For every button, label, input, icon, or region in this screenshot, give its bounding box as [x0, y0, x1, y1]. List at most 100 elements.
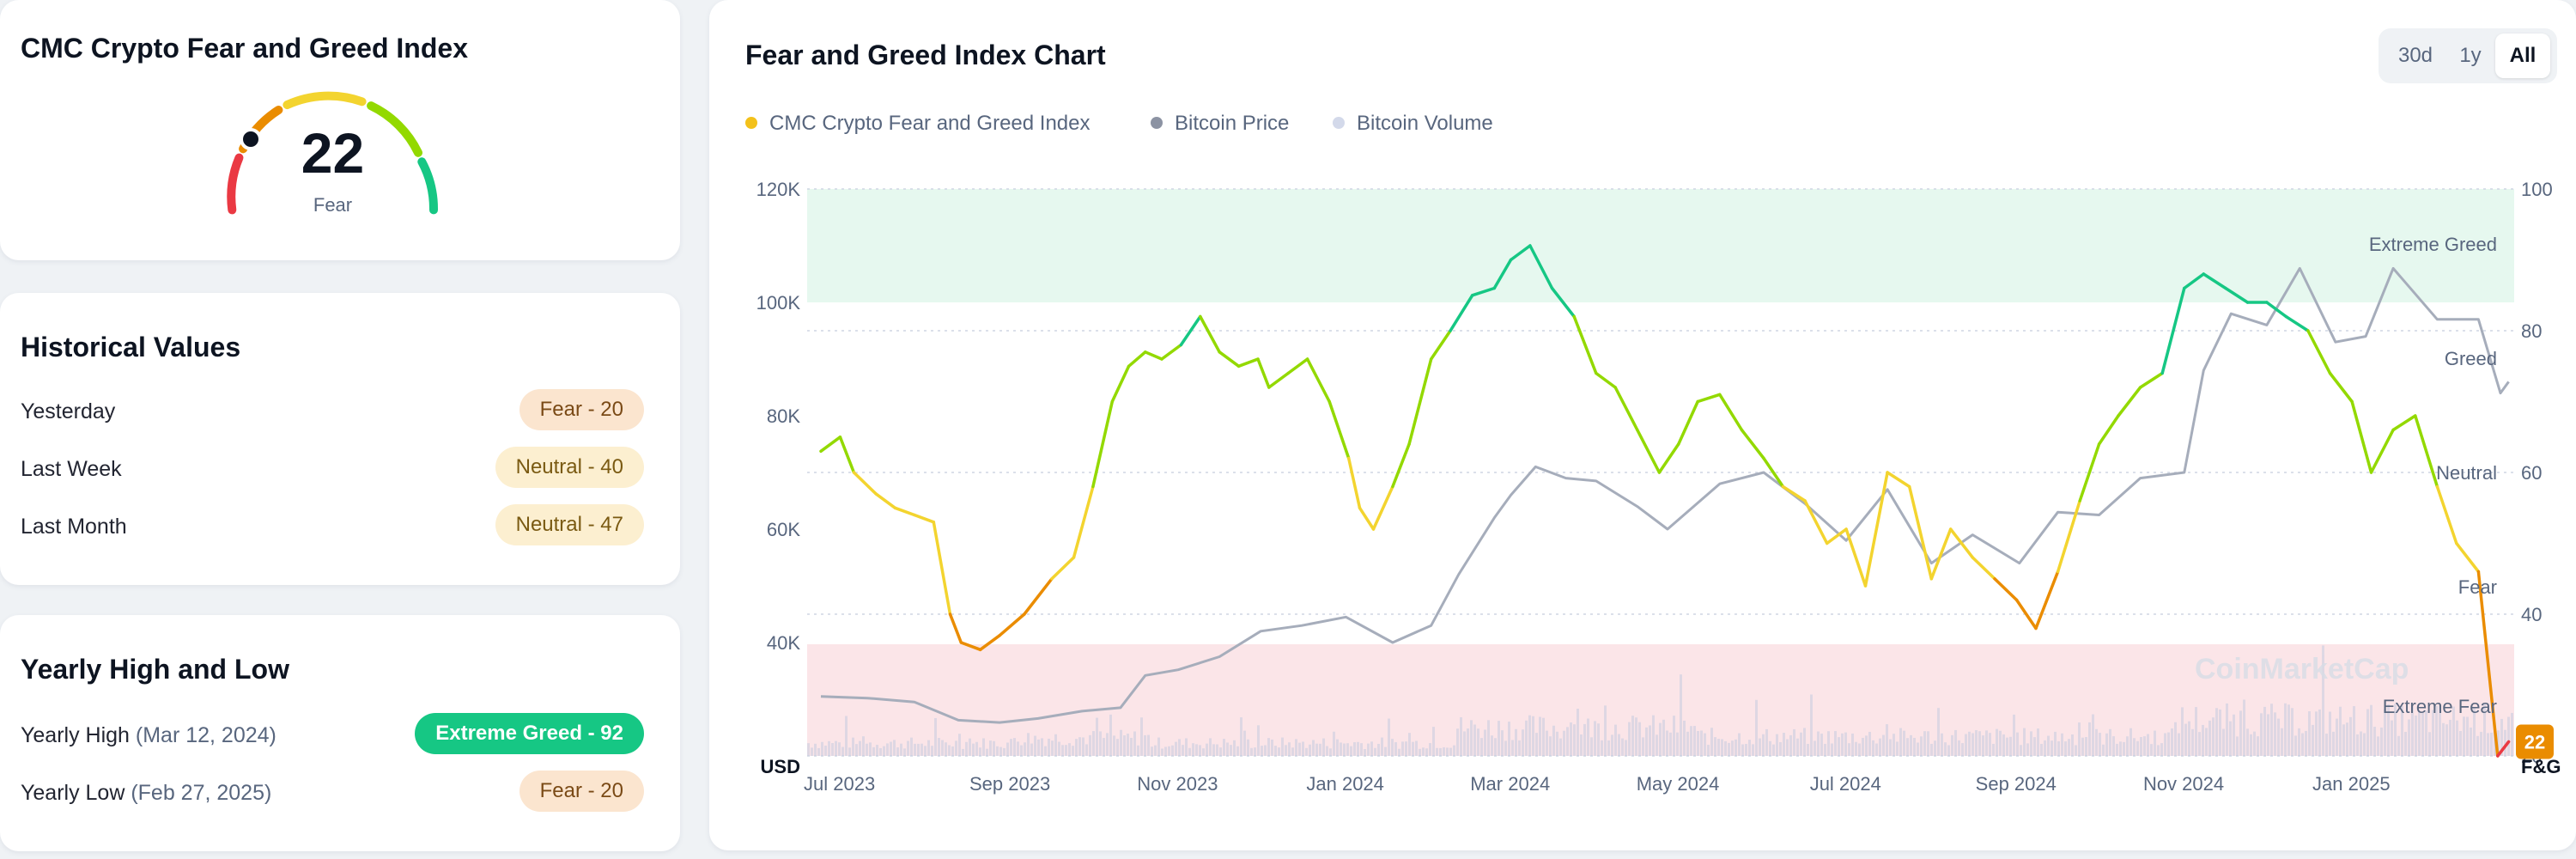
volume-bar: [1875, 743, 1878, 756]
volume-bar: [1089, 734, 1091, 756]
fear-greed-segment: [2369, 428, 2395, 474]
fear-greed-chart[interactable]: CoinMarketCap Extreme GreedGreedNeutralF…: [709, 0, 2576, 850]
volume-bar: [841, 746, 844, 756]
fear-greed-segment: [2284, 314, 2310, 332]
volume-bar: [1573, 724, 1576, 756]
tab-1y[interactable]: 1y: [2459, 44, 2482, 67]
legend-fear-greed[interactable]: CMC Crypto Fear and Greed Index: [745, 112, 1091, 136]
volume-bar: [2260, 713, 2263, 756]
volume-bar: [1446, 747, 1449, 756]
volume-bar: [1340, 742, 1342, 756]
volume-bar: [876, 745, 878, 756]
volume-bar: [1377, 743, 1380, 756]
fear-greed-segment: [1677, 399, 1699, 446]
volume-bar: [1463, 731, 1466, 756]
fear-greed-segment: [1492, 258, 1513, 290]
volume-bar: [1120, 729, 1122, 756]
legend-bitcoin-volume[interactable]: Bitcoin Volume: [1333, 112, 1493, 136]
volume-bar: [2140, 736, 2142, 756]
volume-bar: [969, 738, 971, 756]
tab-30d[interactable]: 30d: [2397, 44, 2433, 67]
volume-bar: [1923, 731, 1926, 756]
volume-bar: [1072, 746, 1074, 756]
volume-bar: [1607, 740, 1610, 756]
volume-bar: [2157, 745, 2160, 756]
volume-bar: [879, 747, 882, 756]
volume-bar: [1267, 738, 1270, 756]
volume-bar: [886, 743, 889, 756]
volume-bar: [1975, 730, 1978, 756]
fear-greed-segment: [1327, 399, 1351, 460]
volume-bar: [1886, 724, 1888, 756]
tab-all[interactable]: All: [2495, 34, 2550, 78]
volume-bar: [907, 740, 909, 756]
fear-greed-segment: [1948, 527, 1975, 559]
fear-greed-segment: [874, 492, 897, 510]
volume-bar: [1250, 747, 1253, 756]
volume-bar: [2315, 711, 2318, 756]
volume-bar: [1027, 733, 1030, 756]
gauge-needle-dot: [240, 128, 262, 150]
volume-bar: [2198, 732, 2201, 756]
volume-bar: [979, 747, 981, 756]
gauge-segment-extreme-greed: [417, 157, 439, 215]
fear-greed-segment: [2306, 329, 2332, 375]
volume-bar: [2442, 722, 2445, 756]
volume-bar: [996, 746, 999, 756]
fear-greed-segment: [1844, 527, 1868, 588]
volume-bar: [1116, 739, 1119, 756]
volume-bar: [1305, 747, 1308, 756]
gauge-label: Fear: [313, 194, 353, 216]
fear-greed-segment: [932, 521, 952, 616]
volume-bar: [2463, 716, 2465, 756]
volume-bar: [859, 740, 861, 756]
volume-bar: [1408, 733, 1411, 756]
volume-bar: [2346, 722, 2348, 756]
legend-bitcoin-price[interactable]: Bitcoin Price: [1151, 112, 1289, 136]
x-tick-label: Sep 2024: [1976, 773, 2057, 795]
zone-label: Extreme Fear: [2383, 696, 2497, 717]
volume-bar: [934, 717, 937, 756]
fear-greed-segment: [1050, 556, 1076, 581]
volume-bar: [1013, 738, 1016, 756]
volume-bar: [1257, 725, 1260, 756]
x-tick-label: Jul 2023: [804, 773, 875, 795]
volume-bar: [1707, 745, 1710, 756]
fear-greed-segment: [893, 506, 916, 517]
volume-bar: [831, 743, 834, 756]
y-left-tick-label: 60K: [767, 519, 800, 540]
volume-bar: [1992, 743, 1995, 756]
volume-bar: [1577, 708, 1579, 756]
volume-bar: [993, 740, 995, 756]
volume-bar: [1295, 739, 1297, 756]
volume-bar: [2380, 727, 2383, 756]
volume-bar: [1697, 730, 1699, 756]
gauge-card-title: CMC Crypto Fear and Greed Index: [21, 33, 468, 64]
volume-bar: [2099, 733, 2101, 756]
bitcoin-price-line: [820, 266, 2510, 724]
volume-bar: [1954, 729, 1957, 756]
volume-bar: [845, 716, 848, 756]
volume-bar: [1844, 732, 1847, 756]
volume-bar: [1467, 728, 1469, 756]
volume-bar: [1817, 731, 1820, 756]
fear-greed-segment: [1781, 484, 1807, 503]
zone-label: Extreme Greed: [2369, 234, 2497, 255]
volume-bar: [1353, 742, 1356, 756]
volume-bar: [1123, 735, 1126, 756]
volume-bar: [1721, 739, 1723, 756]
volume-bar: [1906, 738, 1909, 756]
volume-bar: [1656, 734, 1658, 756]
volume-bar: [1824, 743, 1826, 756]
fear-greed-segment: [2265, 301, 2288, 319]
volume-bar: [1236, 746, 1239, 756]
volume-bar: [811, 747, 813, 756]
volume-bar: [852, 737, 854, 756]
volume-bar: [1762, 734, 1765, 756]
volume-bar: [1563, 730, 1565, 756]
volume-bar: [1048, 738, 1050, 756]
volume-bar: [2360, 731, 2362, 756]
volume-bar: [1546, 730, 1548, 756]
volume-bar: [2202, 724, 2204, 756]
volume-bar: [1611, 734, 1613, 756]
